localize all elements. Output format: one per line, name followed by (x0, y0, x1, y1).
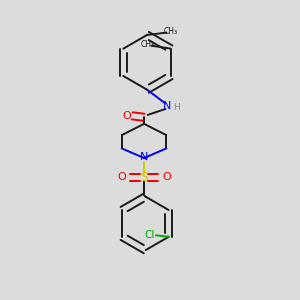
Text: N: N (140, 152, 148, 161)
Text: CH₃: CH₃ (141, 40, 155, 49)
Text: O: O (162, 172, 171, 182)
Text: S: S (140, 171, 148, 184)
Text: Cl: Cl (145, 230, 155, 240)
Text: O: O (122, 111, 131, 121)
Text: O: O (117, 172, 126, 182)
Text: N: N (163, 101, 171, 111)
Text: CH₃: CH₃ (163, 27, 177, 36)
Text: H: H (173, 103, 180, 112)
